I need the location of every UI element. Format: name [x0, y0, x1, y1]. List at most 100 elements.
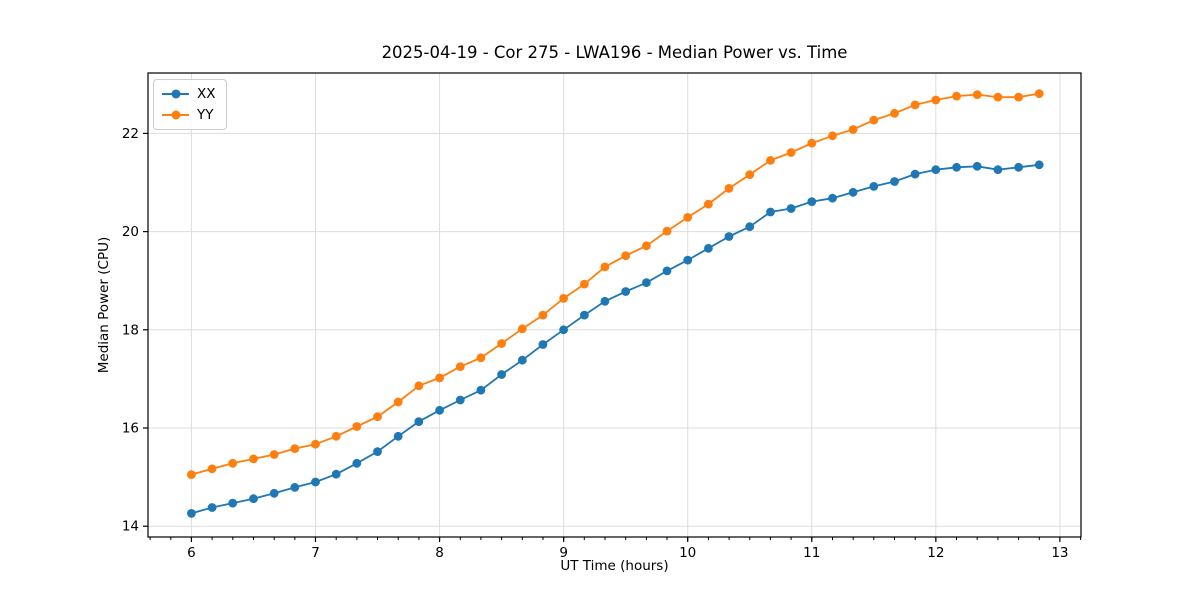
data-point-xx	[207, 503, 217, 512]
data-point-xx	[683, 255, 693, 265]
data-point-yy	[931, 95, 941, 105]
data-point-xx	[352, 458, 362, 468]
data-point-yy	[972, 90, 982, 99]
data-point-yy	[249, 454, 258, 464]
data-point-xx	[724, 232, 734, 241]
data-point-yy	[269, 450, 279, 459]
data-point-xx	[642, 278, 651, 288]
data-point-xx	[786, 204, 796, 213]
y-axis-label: Median Power (CPU)	[96, 236, 112, 374]
data-point-xx	[249, 494, 258, 504]
data-point-xx	[662, 266, 672, 276]
data-point-yy	[476, 353, 486, 363]
data-point-yy	[704, 199, 713, 209]
data-point-yy	[642, 241, 651, 251]
data-point-xx	[766, 207, 775, 217]
data-point-xx	[993, 165, 1003, 175]
data-point-yy	[187, 470, 196, 479]
x-tick-label: 13	[1051, 545, 1068, 561]
legend-item-yy: YY	[162, 106, 216, 124]
y-tick-label: 20	[122, 224, 139, 240]
data-point-xx	[455, 395, 465, 405]
data-point-xx	[869, 182, 879, 191]
x-tick-label: 10	[679, 545, 696, 561]
data-point-yy	[766, 156, 775, 165]
data-point-yy	[352, 422, 362, 431]
data-point-yy	[952, 91, 961, 101]
y-tick-label: 22	[122, 126, 139, 142]
data-point-yy	[331, 431, 341, 441]
data-point-xx	[910, 169, 920, 179]
data-point-yy	[455, 362, 465, 371]
data-point-yy	[745, 170, 755, 180]
data-point-xx	[952, 162, 961, 172]
x-tick-label: 6	[187, 545, 196, 561]
x-tick-label: 12	[927, 545, 944, 561]
data-point-yy	[848, 125, 858, 134]
data-point-yy	[786, 148, 796, 157]
data-point-yy	[228, 458, 238, 468]
data-point-xx	[848, 187, 858, 197]
data-point-xx	[269, 488, 279, 498]
data-point-xx	[517, 355, 527, 365]
data-point-yy	[993, 92, 1003, 102]
y-tick-label: 18	[122, 322, 139, 338]
data-point-xx	[414, 417, 424, 426]
data-point-yy	[890, 108, 899, 118]
data-point-yy	[393, 397, 403, 407]
data-point-xx	[972, 161, 982, 171]
data-point-xx	[290, 483, 300, 492]
data-point-xx	[311, 477, 320, 487]
legend-item-xx: XX	[162, 85, 216, 103]
x-tick-label: 7	[311, 545, 320, 561]
data-point-xx	[228, 498, 238, 508]
x-tick-label: 8	[435, 545, 444, 561]
data-point-xx	[187, 509, 196, 518]
y-tick-label: 16	[122, 420, 139, 436]
data-point-yy	[724, 184, 734, 193]
data-point-xx	[600, 296, 610, 306]
x-tick-label: 9	[559, 545, 568, 561]
data-point-xx	[497, 370, 506, 379]
data-point-yy	[435, 373, 444, 383]
data-point-yy	[600, 262, 610, 272]
series-line-xx	[190, 163, 1041, 515]
data-point-yy	[869, 115, 879, 125]
data-point-xx	[559, 325, 568, 335]
data-point-yy	[807, 138, 817, 148]
data-point-xx	[476, 385, 486, 395]
data-point-xx	[373, 447, 382, 456]
data-point-yy	[538, 310, 548, 320]
data-point-yy	[497, 339, 506, 348]
data-point-xx	[1014, 162, 1023, 172]
data-point-xx	[435, 405, 444, 415]
data-point-xx	[745, 222, 755, 232]
legend-line-marker-icon	[162, 89, 189, 99]
data-point-yy	[1034, 89, 1044, 98]
legend-label-xx: XX	[197, 86, 216, 102]
data-point-yy	[559, 294, 568, 303]
legend-label-yy: YY	[197, 107, 214, 123]
data-point-yy	[290, 444, 300, 453]
data-point-xx	[621, 287, 631, 296]
data-point-yy	[373, 412, 382, 422]
data-point-yy	[662, 226, 672, 236]
chart-title: 2025-04-19 - Cor 275 - LWA196 - Median P…	[381, 43, 848, 62]
data-point-xx	[580, 310, 589, 320]
plot-border	[147, 72, 1082, 538]
data-point-yy	[311, 439, 320, 449]
x-tick-label: 11	[803, 545, 820, 561]
data-point-xx	[704, 243, 713, 253]
series-line-yy	[190, 92, 1041, 476]
data-point-xx	[1034, 160, 1044, 170]
legend: XX YY	[153, 79, 227, 130]
x-axis-label: UT Time (hours)	[560, 558, 669, 574]
data-point-yy	[828, 131, 837, 141]
data-point-yy	[1014, 92, 1023, 102]
data-point-yy	[621, 251, 631, 261]
data-point-xx	[828, 193, 837, 203]
legend-line-marker-icon	[162, 110, 189, 120]
data-point-xx	[538, 340, 548, 349]
